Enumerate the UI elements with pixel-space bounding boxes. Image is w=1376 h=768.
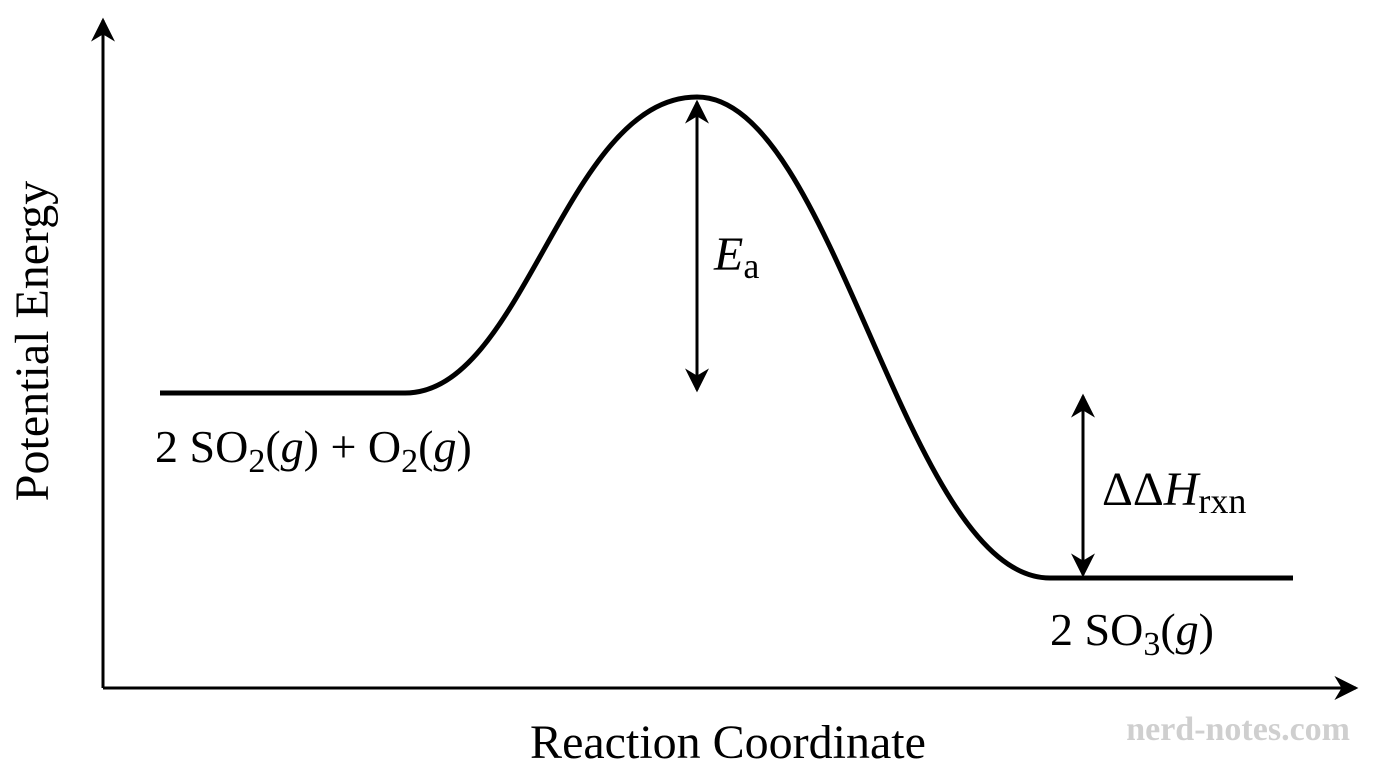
text: ( bbox=[1160, 604, 1175, 655]
energy-curve bbox=[160, 94, 1293, 581]
y-axis-label: Potential Energy bbox=[6, 181, 59, 501]
text: g bbox=[281, 421, 304, 472]
watermark: nerd-notes.com bbox=[1126, 711, 1350, 748]
text: g bbox=[433, 421, 456, 472]
activation-energy-label: Ea bbox=[713, 228, 759, 286]
subscript: a bbox=[743, 246, 759, 286]
products-label: 2 SO3(g) bbox=[1050, 604, 1214, 663]
text: H bbox=[1163, 463, 1201, 516]
reactants-label: 2 SO2(g) + O2(g) bbox=[155, 421, 472, 480]
text: ΔΔ bbox=[1102, 463, 1164, 516]
subscript: 2 bbox=[248, 443, 265, 480]
text: ( bbox=[265, 421, 280, 472]
enthalpy-label: ΔΔHrxn bbox=[1102, 463, 1246, 521]
text: 2 SO bbox=[155, 421, 248, 472]
subscript: 3 bbox=[1143, 626, 1160, 663]
text: g bbox=[1176, 604, 1199, 655]
text: ( bbox=[418, 421, 433, 472]
x-axis-label: Reaction Coordinate bbox=[530, 716, 926, 768]
subscript: 2 bbox=[401, 443, 418, 480]
text: 2 SO bbox=[1050, 604, 1143, 655]
text: E bbox=[713, 228, 743, 281]
subscript: rxn bbox=[1198, 481, 1246, 521]
text: ) bbox=[456, 421, 471, 472]
text: ) bbox=[1199, 604, 1214, 655]
text: ) + O bbox=[304, 421, 401, 472]
